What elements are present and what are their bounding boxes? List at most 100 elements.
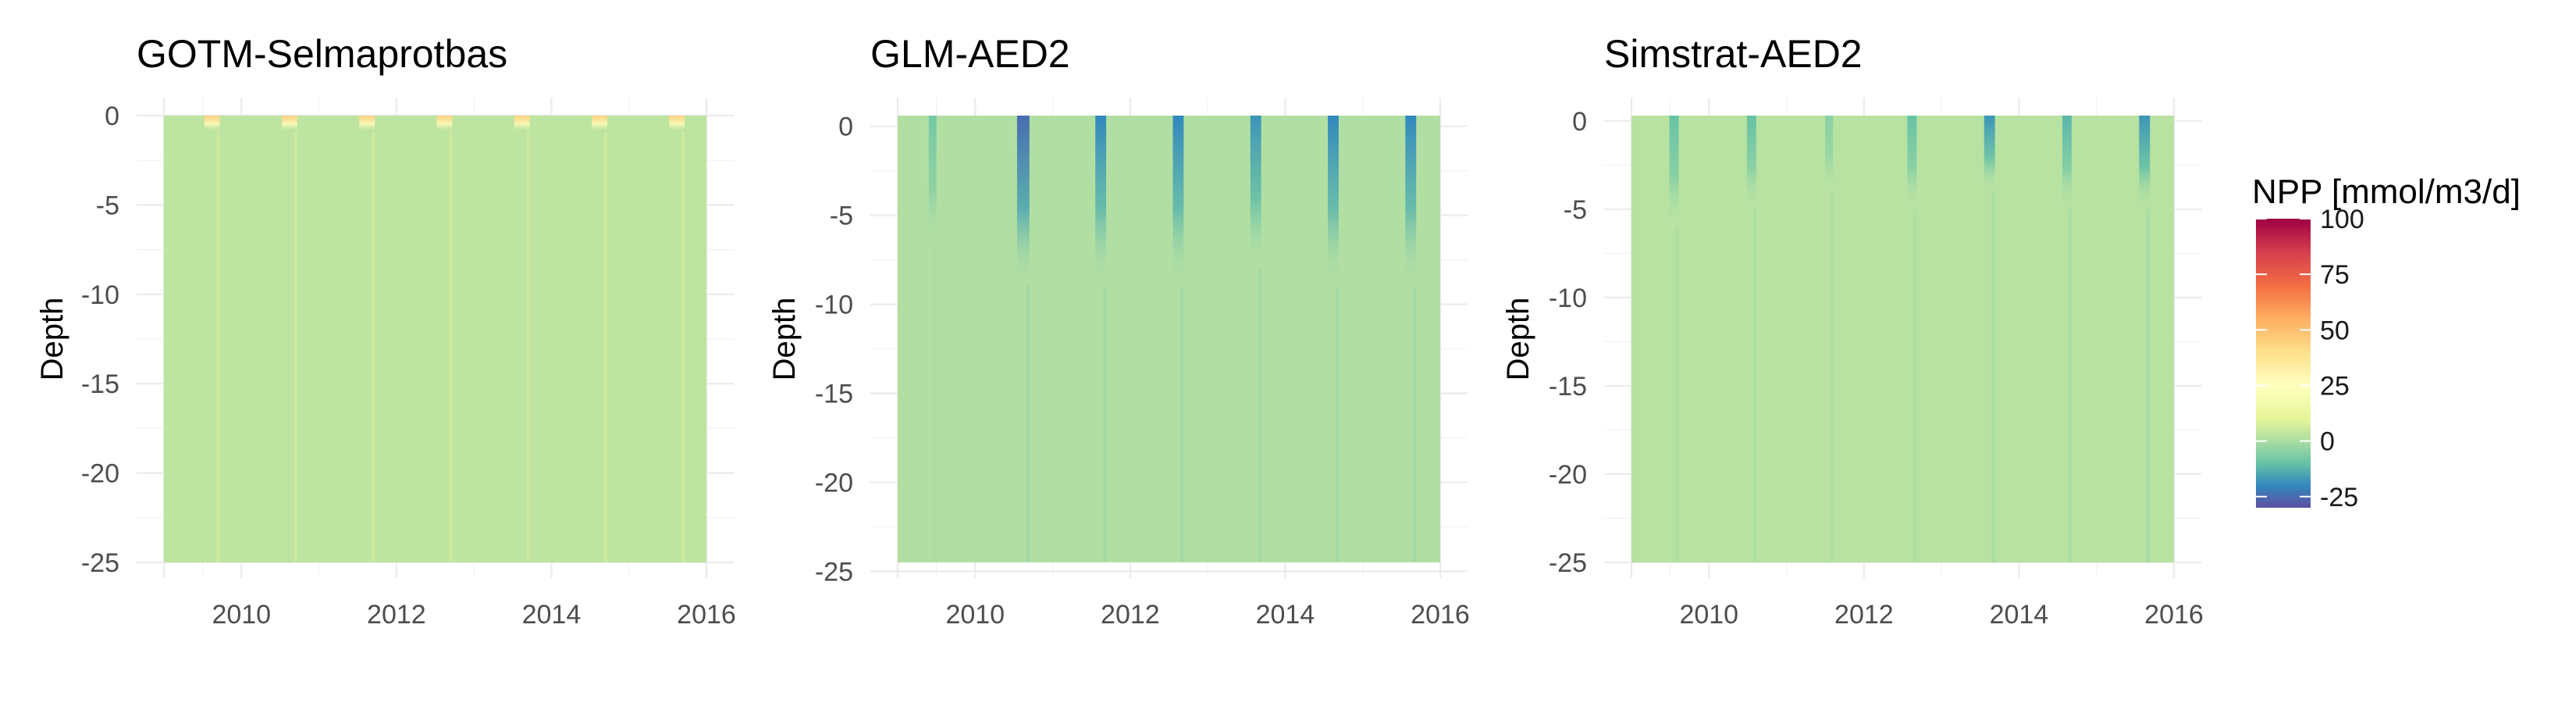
legend-tick-label: -25 <box>2320 483 2358 512</box>
panel-3-ytick-label: -15 <box>1549 372 1587 401</box>
panel-3-title: Simstrat-AED2 <box>1604 32 1863 76</box>
panel-2-heat-feature <box>1016 116 1030 287</box>
panel-2-xticks: 2010 2012 2014 2016 <box>945 600 1469 630</box>
legend-tick-label: 0 <box>2320 427 2335 457</box>
panel-3-heat-tail <box>1991 191 1995 562</box>
panel-1-yticks: 0 -5 -10 -15 -20 -25 <box>81 102 119 578</box>
legend-tick-label: 50 <box>2320 316 2350 345</box>
panel-3-yticks: 0 -5 -10 -15 -20 -25 <box>1549 107 1587 578</box>
legend-tick-label: 75 <box>2320 260 2350 290</box>
panel-1-xtick-label: 2012 <box>367 600 426 630</box>
legend-ticks: 100 75 50 25 0 -25 <box>2320 205 2364 512</box>
panel-3-heat-tail <box>2147 209 2151 562</box>
panel-2-heat-feature <box>1405 116 1417 287</box>
panel-2-heat-background <box>898 116 1440 562</box>
panel-2-ytick-label: -15 <box>815 380 853 409</box>
panel-3-xtick-label: 2012 <box>1834 600 1894 630</box>
panel-1-heat-tail <box>372 131 375 563</box>
panel-3-ytick-label: -10 <box>1549 284 1587 313</box>
panel-2-heat-tail <box>1335 286 1339 562</box>
panel-2: GLM-AED2 Depth 0-5-10-15-20-25 2010 2012 2… <box>767 32 1470 630</box>
panel-3-heat-tail <box>1675 227 1679 562</box>
panel-3-ytick-label: -5 <box>1564 195 1587 225</box>
panel-1-heat-feature <box>436 116 453 132</box>
legend-gradient-bar <box>2256 219 2311 508</box>
panel-3-ytick-label: -20 <box>1549 460 1587 490</box>
panel-3-heatmap <box>1631 116 2174 562</box>
panel-1-ytick-label: -15 <box>81 369 119 399</box>
panel-1-ytick-label: -10 <box>81 280 119 310</box>
legend: NPP [mmol/m3/d] 100 75 50 25 0 -25 <box>2252 173 2521 512</box>
panel-3: Simstrat-AED2 Depth 0 -5 -10 -15 -20 -25 2010… <box>1501 32 2204 630</box>
panel-2-ytick-label: -5 <box>830 202 853 231</box>
panel-1-ytick-label: -20 <box>81 459 119 489</box>
panel-3-heat-tail <box>1913 209 1917 562</box>
panel-2-heat-tail <box>1413 286 1417 562</box>
panel-3-xtick-label: 2014 <box>1990 600 2049 630</box>
legend-tick-label: 100 <box>2320 205 2364 234</box>
panel-1-heat-tail <box>681 131 685 563</box>
panel-2-ytick-label: -25 <box>815 557 853 587</box>
panel-1-heat-tail <box>216 131 220 563</box>
panel-2-heat-tail <box>1258 268 1261 562</box>
panel-2-xtick-label: 2016 <box>1411 600 1470 630</box>
panel-2-heat-feature <box>1095 116 1107 287</box>
panel-3-heat-feature <box>1825 116 1834 192</box>
panel-1-heat-feature <box>592 116 607 132</box>
panel-3-heat-tail <box>2068 209 2072 562</box>
panel-3-heat-feature <box>1984 116 1995 192</box>
panel-2-ylabel: Depth <box>767 298 802 381</box>
panel-2-xtick-label: 2014 <box>1256 600 1315 630</box>
panel-2-heat-tail <box>933 251 937 562</box>
panel-1-heat-feature <box>281 116 297 132</box>
panel-2-ytick-label: -20 <box>815 468 853 498</box>
panel-2-heat-tail <box>1103 286 1107 562</box>
panel-1-heat-tail <box>603 131 607 563</box>
panel-1-xtick-label: 2010 <box>212 600 271 630</box>
panel-3-heat-feature <box>2139 116 2151 209</box>
panel-3-heat-tail <box>1830 191 1834 562</box>
panel-1-ytick-label: -5 <box>96 191 119 220</box>
panel-3-xticks: 2010 2012 2014 2016 <box>1679 600 2203 630</box>
legend-colorbar <box>2256 218 2311 508</box>
panel-3-ytick-label: 0 <box>1572 107 1587 137</box>
panel-3-heat-feature <box>1907 116 1917 209</box>
panel-3-heat-feature <box>1746 116 1756 209</box>
panel-1-heat-tail <box>449 131 453 563</box>
panel-3-heat-feature <box>1669 116 1679 227</box>
panel-2-heat-tail <box>1026 286 1030 562</box>
panel-2-heat-feature <box>1250 116 1261 269</box>
panel-2-title: GLM-AED2 <box>870 32 1070 76</box>
panel-1: GOTM-Selmaprotbas Depth 0-5-10-15-20-25 … <box>35 32 736 630</box>
panel-2-ytick-label: -10 <box>815 291 853 320</box>
panel-1-ylabel: Depth <box>35 298 69 381</box>
panel-1-xtick-label: 2014 <box>522 600 582 630</box>
panel-2-heat-tail <box>1180 286 1184 562</box>
panel-3-ytick-label: -25 <box>1549 548 1587 578</box>
panel-2-heatmap <box>898 116 1440 562</box>
panel-1-heat-background <box>164 116 706 562</box>
panel-1-ytick-label: 0 <box>105 102 119 131</box>
panel-1-heat-feature <box>514 116 530 132</box>
panel-3-heat-background <box>1631 116 2174 562</box>
legend-tick-label: 25 <box>2320 371 2350 401</box>
panel-2-heat-feature <box>1328 116 1339 287</box>
panel-2-xtick-label: 2012 <box>1101 600 1160 630</box>
panel-1-heatmap <box>164 116 706 563</box>
panel-1-ytick-label: -25 <box>81 548 119 578</box>
panel-3-ylabel: Depth <box>1501 298 1535 381</box>
panel-3-heat-feature <box>2062 116 2072 209</box>
panel-1-xtick-label: 2016 <box>677 600 736 630</box>
panel-3-xtick-label: 2016 <box>2144 600 2204 630</box>
panel-2-heat-feature <box>1172 116 1184 287</box>
panel-2-heat-feature <box>928 116 937 252</box>
panel-3-xtick-label: 2010 <box>1679 600 1738 630</box>
panel-1-xticks: 2010 2012 2014 2016 <box>212 600 735 630</box>
legend-title: NPP [mmol/m3/d] <box>2252 173 2521 211</box>
panel-1-heat-feature <box>204 116 220 132</box>
panel-2-yticks: 0 -5 -10 -15 -20 -25 <box>815 112 853 587</box>
panel-1-heat-feature <box>669 116 685 132</box>
panel-2-ytick-label: 0 <box>838 112 853 142</box>
panel-1-heat-feature <box>359 116 375 132</box>
